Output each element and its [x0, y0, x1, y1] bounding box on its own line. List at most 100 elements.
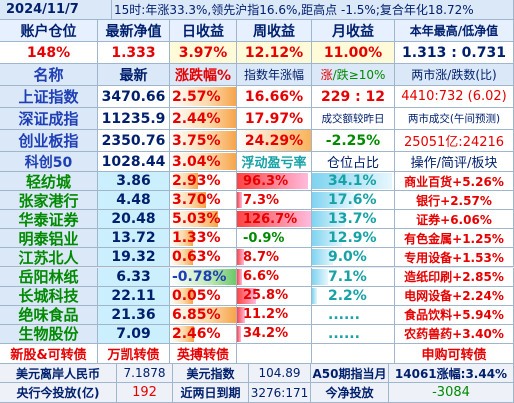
index-name: 深证成指	[0, 108, 98, 130]
holding-price: 21.36	[98, 305, 170, 325]
yearly-hilo-label: 本年最高/低净值	[395, 20, 514, 42]
nav-value: 1.333	[98, 42, 170, 64]
holding-change-bar	[170, 287, 194, 304]
change-col-header: 涨跌幅%	[170, 64, 237, 86]
convertible-bond-2[interactable]: 英搏转债	[170, 344, 237, 364]
holding-change: 1.33%	[170, 229, 237, 249]
holding-change-text: 2.46%	[172, 325, 221, 342]
holding-float-bar	[237, 249, 244, 266]
fx-value: 7.1878	[117, 364, 173, 383]
index-latest: 1028.44	[98, 152, 170, 172]
holding-name: 生物股份	[0, 324, 98, 344]
index-row[interactable]: 创业板指 2350.76 3.75% 24.29% -2.25% 25051亿:…	[0, 130, 514, 152]
dxy-label: 美元指数	[173, 364, 249, 383]
index-row[interactable]: 上证指数 3470.66 2.57% 16.66% 229 : 12 4410:…	[0, 86, 514, 108]
position-label: 账户仓位	[0, 20, 98, 42]
holding-float-bar	[237, 192, 243, 209]
index-header-row: 名称 最新 涨跌幅% 指数年涨幅 涨/跌≥10% 两市涨/跌数(比)	[0, 64, 514, 86]
holding-ratio-bar	[312, 287, 317, 304]
holding-ratio-text: 34.1%	[328, 173, 377, 190]
holding-row[interactable]: 长城科技 22.11 0.05% 25.8% 2.2% 电网设备+2.24%	[0, 286, 514, 306]
holding-ratio-text: 7.1%	[328, 268, 367, 285]
holding-ratio-text: 13.7%	[328, 211, 377, 228]
index-change: 2.44%	[170, 108, 237, 130]
convertible-bond-1[interactable]: 万凯转债	[98, 344, 170, 364]
holding-note: 造纸印刷+2.85%	[395, 267, 514, 287]
weekly-value: 12.12%	[237, 42, 312, 64]
holding-ratio: 9.0%	[312, 248, 395, 268]
index-name: 科创50	[0, 152, 98, 172]
holding-float: -0.9%	[237, 229, 312, 249]
holding-row[interactable]: 明泰铝业 13.72 1.33% -0.9% 12.9% 有色金属+1.25%	[0, 229, 514, 249]
holding-change-text: 3.70%	[172, 192, 221, 209]
holding-note: 有色金属+1.25%	[395, 229, 514, 249]
net-injection-label: 今净投放	[311, 383, 389, 403]
convertible-action[interactable]: 申购可转债	[395, 344, 514, 364]
two-markets-header: 两市涨/跌数(比)	[395, 64, 514, 86]
holding-float-text: 6.6%	[243, 269, 280, 285]
holding-row[interactable]: 华泰证券 20.48 5.03% 126.7% 13.7% 证券+6.06%	[0, 210, 514, 230]
operation-header: 操作/简评/板块	[395, 152, 514, 172]
holding-ratio: 34.1%	[312, 172, 395, 192]
footer-row-2: 央行今投放(亿) 192 近两日到期 3276:171 今净投放 -3084	[0, 383, 514, 403]
float-profit-header-text: 浮动盈亏率	[241, 156, 307, 171]
index-extra: 4410:732 (6.02)	[395, 86, 514, 108]
holding-float-text: 8.7%	[243, 249, 280, 265]
holding-row[interactable]: 岳阳林纸 6.33 -0.78% 6.6% 7.1% 造纸印刷+2.85%	[0, 267, 514, 287]
index-extra: 25051亿:24216	[395, 130, 514, 152]
holding-note: 食品饮料+5.94%	[395, 305, 514, 325]
holding-change-bar	[170, 306, 236, 323]
holding-float-text: -0.9%	[243, 230, 285, 246]
weekly-label: 周收益	[237, 20, 312, 42]
holding-ratio: 12.9%	[312, 229, 395, 249]
holding-change-text: 6.85%	[172, 306, 221, 323]
convertible-row[interactable]: 新股&可转债 万凯转债 英搏转债 申购可转债	[0, 344, 514, 364]
index-row[interactable]: 科创50 1028.44 3.04% 浮动盈亏率 仓位占比 操作/简评/板块	[0, 152, 514, 172]
holding-row[interactable]: 轻纺城 3.86 2.93% 96.3% 34.1% 商业百货+5.26%	[0, 172, 514, 192]
holding-ratio-bar	[312, 268, 329, 285]
holding-ratio-text: 17.6%	[328, 192, 377, 209]
title-row: 2024/11/7 15时:年涨33.3%,领先沪指16.6%,距高点 -1.5…	[0, 0, 514, 20]
holding-float: 96.3%	[237, 172, 312, 192]
holding-row[interactable]: 绝味食品 21.36 6.85% 11.2%...... 食品饮料+5.94%	[0, 305, 514, 325]
holding-float-text: 126.7%	[243, 211, 298, 227]
daily-label: 日收益	[170, 20, 237, 42]
holding-float-bar	[237, 287, 257, 304]
annual-col-header: 指数年涨幅	[237, 64, 312, 86]
summary-text: 15时:年涨33.3%,领先沪指16.6%,距高点 -1.5%;复合年化18.7…	[112, 0, 514, 20]
holding-float-bar	[237, 268, 243, 285]
index-updown: 229 : 12	[312, 86, 395, 108]
holding-change: 3.70%	[170, 191, 237, 211]
index-change: 3.04%	[170, 152, 237, 172]
holding-name: 江苏北人	[0, 248, 98, 268]
daily-value: 3.97%	[170, 42, 237, 64]
holding-change: -0.78%	[170, 267, 237, 287]
holding-float: 6.6%	[237, 267, 312, 287]
holding-row[interactable]: 张家港行 4.48 3.70% 7.3% 17.6% 银行+2.57%	[0, 191, 514, 211]
convertible-label: 新股&可转债	[0, 344, 98, 364]
a50-value: 14061涨幅:3.44%	[389, 364, 514, 383]
holding-change: 5.03%	[170, 210, 237, 230]
a50-label: A50期指当月	[311, 364, 389, 383]
holding-price: 13.72	[98, 229, 170, 249]
holding-row[interactable]: 生物股份 7.09 2.46% 34.2%...... 农药兽药+3.40%	[0, 324, 514, 344]
holding-note: 证券+6.06%	[395, 210, 514, 230]
holding-price: 19.32	[98, 248, 170, 268]
holding-float-text: 34.2%	[243, 326, 289, 342]
holding-ratio: 2.2%	[312, 286, 395, 306]
holding-ratio-text: ......	[328, 306, 360, 323]
holding-float: 8.7%	[237, 248, 312, 268]
holding-row[interactable]: 江苏北人 19.32 0.63% 8.7% 9.0% 专用设备+1.53%	[0, 248, 514, 268]
holding-change-bar	[170, 268, 236, 285]
holding-ratio-bar	[312, 230, 343, 247]
index-latest: 2350.76	[98, 130, 170, 152]
account-value-row: 148% 1.333 3.97% 12.12% 11.00% 1.313 : 0…	[0, 42, 514, 64]
index-row[interactable]: 深证成指 11235.9 2.44% 17.97% 成交额较昨日 两市成交(午间…	[0, 108, 514, 130]
holding-ratio-text: 2.2%	[328, 287, 367, 304]
convertible-empty-2	[312, 344, 395, 364]
holding-ratio-text: 9.0%	[328, 249, 367, 266]
holding-change-bar	[170, 173, 199, 190]
holding-float-bar	[237, 173, 309, 190]
holding-float: 7.3%	[237, 191, 312, 211]
holding-name: 岳阳林纸	[0, 267, 98, 287]
